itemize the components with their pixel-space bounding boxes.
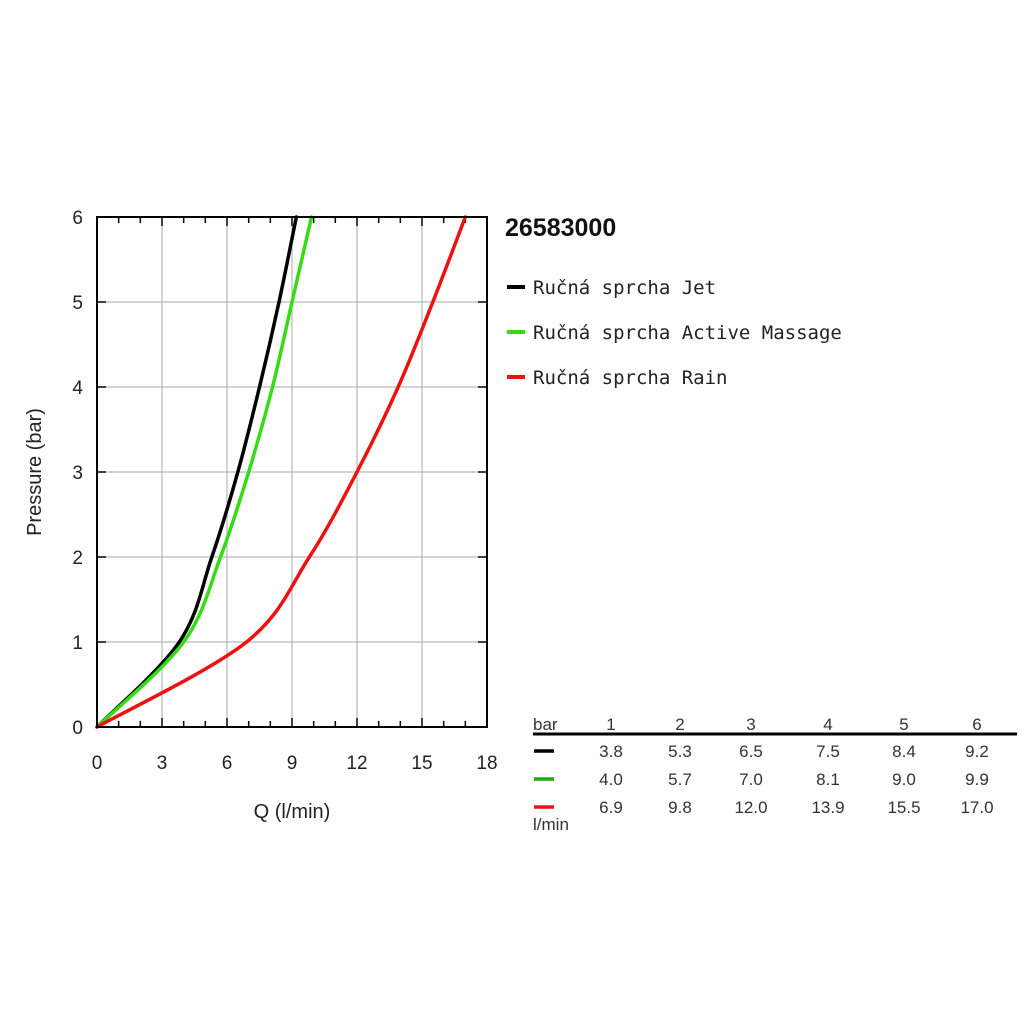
series-line-2: [95, 215, 314, 729]
table-column-header: 6: [972, 715, 981, 734]
data-table: bar 1 2 3 4 5 6 3.8 5.3 6.5 7.5 8.4 9.2 4.0 5.7 7.0 8.1 9…: [533, 715, 1017, 834]
table-column-header: 3: [746, 715, 755, 734]
y-tick-label: 2: [72, 548, 83, 569]
table-cell: 7.0: [739, 770, 763, 789]
table-cell: 4.0: [599, 770, 623, 789]
table-column-header: 1: [606, 715, 615, 734]
legend-label: Ručná sprcha Rain: [533, 367, 727, 389]
x-tick-label: 0: [92, 753, 103, 774]
table-cell: 9.0: [892, 770, 916, 789]
y-tick-label: 3: [72, 463, 83, 484]
table-column-header: 5: [899, 715, 908, 734]
x-tick-label: 9: [287, 753, 298, 774]
x-axis-label: Q (l/min): [254, 801, 331, 823]
table-header-label: bar: [533, 715, 558, 734]
y-tick-label: 4: [72, 378, 83, 399]
table-cell: 9.8: [668, 798, 692, 817]
series-line-3: [95, 215, 468, 729]
table-unit-label: l/min: [533, 815, 569, 834]
table-column-header: 4: [823, 715, 832, 734]
legend-label: Ručná sprcha Jet: [533, 277, 716, 299]
table-cell: 9.9: [965, 770, 989, 789]
table-cell: 12.0: [734, 798, 767, 817]
x-tick-label: 3: [157, 753, 168, 774]
y-axis-label: Pressure (bar): [24, 408, 46, 536]
y-tick-label: 1: [72, 633, 83, 654]
x-tick-label: 6: [222, 753, 233, 774]
y-tick-label: 5: [72, 293, 83, 314]
table-cell: 9.2: [965, 742, 989, 761]
legend-label: Ručná sprcha Active Massage: [533, 322, 842, 344]
table-cell: 17.0: [960, 798, 993, 817]
table-cell: 5.7: [668, 770, 692, 789]
grid-lines: [97, 217, 487, 727]
x-tick-label: 12: [346, 753, 367, 774]
y-tick-label: 0: [72, 718, 83, 739]
table-column-header: 2: [675, 715, 684, 734]
y-tick-label: 6: [72, 208, 83, 229]
x-tick-label: 18: [476, 753, 497, 774]
table-cell: 5.3: [668, 742, 692, 761]
plot-series: [95, 215, 468, 729]
table-cell: 8.4: [892, 742, 916, 761]
table-cell: 8.1: [816, 770, 840, 789]
table-cell: 15.5: [887, 798, 920, 817]
table-cell: 6.5: [739, 742, 763, 761]
series-line-1: [95, 215, 299, 729]
chart-title: 26583000: [505, 214, 616, 242]
plot-frame: [96, 216, 488, 728]
table-cell: 13.9: [811, 798, 844, 817]
x-tick-label: 15: [411, 753, 432, 774]
legend: Ručná sprcha Jet Ručná sprcha Active Mass…: [507, 277, 842, 389]
table-cell: 3.8: [599, 742, 623, 761]
table-cell: 6.9: [599, 798, 623, 817]
table-cell: 7.5: [816, 742, 840, 761]
